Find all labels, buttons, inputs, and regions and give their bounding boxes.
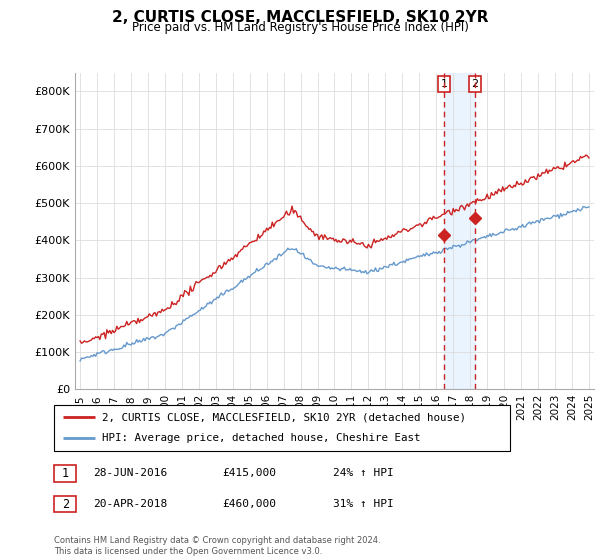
Bar <box>444 73 475 389</box>
Text: 2, CURTIS CLOSE, MACCLESFIELD, SK10 2YR: 2, CURTIS CLOSE, MACCLESFIELD, SK10 2YR <box>112 10 488 25</box>
Text: 31% ↑ HPI: 31% ↑ HPI <box>333 499 394 509</box>
Text: 2, CURTIS CLOSE, MACCLESFIELD, SK10 2YR (detached house): 2, CURTIS CLOSE, MACCLESFIELD, SK10 2YR … <box>102 412 466 422</box>
Text: 1: 1 <box>62 466 69 480</box>
Text: Price paid vs. HM Land Registry's House Price Index (HPI): Price paid vs. HM Land Registry's House … <box>131 21 469 34</box>
Text: £415,000: £415,000 <box>222 468 276 478</box>
Text: 28-JUN-2016: 28-JUN-2016 <box>93 468 167 478</box>
Text: 2: 2 <box>62 497 69 511</box>
Text: 2: 2 <box>472 79 479 89</box>
Text: HPI: Average price, detached house, Cheshire East: HPI: Average price, detached house, Ches… <box>102 433 421 444</box>
Text: 24% ↑ HPI: 24% ↑ HPI <box>333 468 394 478</box>
Text: Contains HM Land Registry data © Crown copyright and database right 2024.
This d: Contains HM Land Registry data © Crown c… <box>54 536 380 556</box>
Text: 20-APR-2018: 20-APR-2018 <box>93 499 167 509</box>
Text: 1: 1 <box>440 79 448 89</box>
Text: £460,000: £460,000 <box>222 499 276 509</box>
